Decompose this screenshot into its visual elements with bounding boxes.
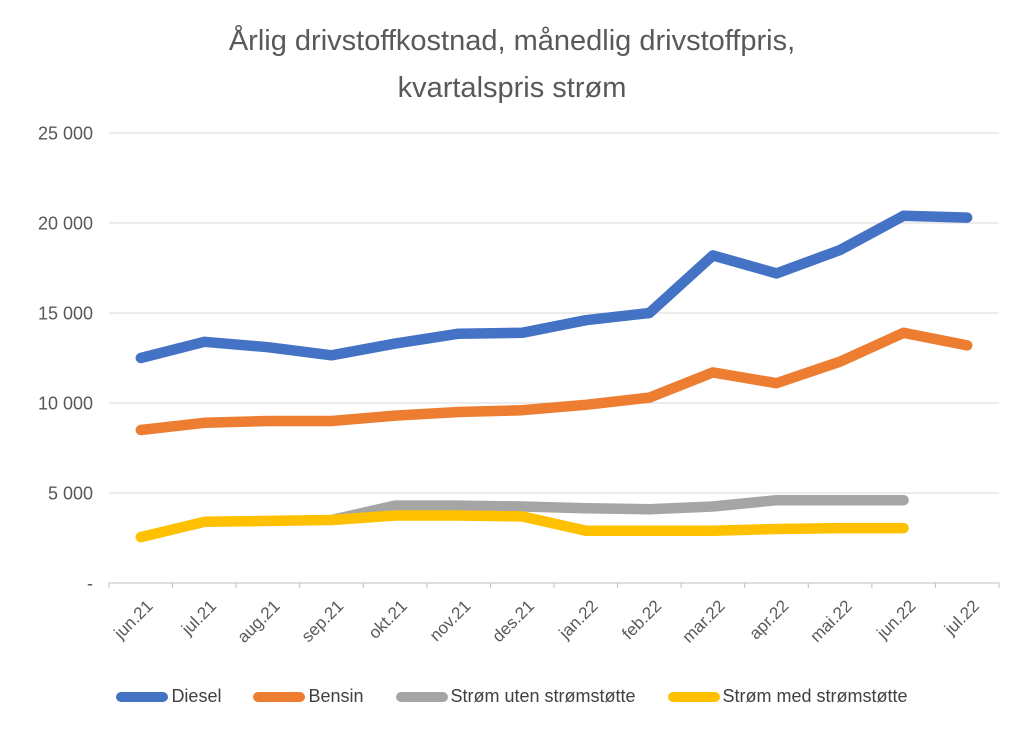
legend-swatch-str-m-uten-str-mst-tte-icon xyxy=(395,691,448,702)
series-line-str-m-med-str-mst-tte xyxy=(135,510,909,543)
legend-label-str-m-uten-str-mst-tte: Strøm uten strømstøtte xyxy=(450,686,636,706)
x-tick-label: des.21 xyxy=(489,596,539,646)
y-tick-label: 10 000 xyxy=(38,394,93,414)
x-tick-label: mai.22 xyxy=(806,596,856,646)
legend-swatch-str-m-med-str-mst-tte-icon xyxy=(667,691,720,702)
chart-title-line1: Årlig drivstoffkostnad, månedlig drivsto… xyxy=(228,25,796,57)
legend-item-str-m-uten-str-mst-tte: Strøm uten strømstøtte xyxy=(395,686,636,707)
legend-item-diesel: Diesel xyxy=(116,686,221,707)
x-tick-label: sep.21 xyxy=(298,596,348,646)
x-tick-label: nov.21 xyxy=(426,596,475,645)
x-tick-label: jul.22 xyxy=(940,596,983,639)
x-tick-label: mar.22 xyxy=(679,596,729,646)
legend-swatch-diesel-icon xyxy=(116,691,169,702)
y-tick-label: 25 000 xyxy=(38,124,93,144)
series-line-bensin xyxy=(135,327,973,436)
chart-title-line2: kvartalspris strøm xyxy=(397,72,627,104)
chart-legend: Diesel Bensin Strøm uten strømstøtte Strøm … xyxy=(0,686,1024,707)
legend-item-str-m-med-str-mst-tte: Strøm med strømstøtte xyxy=(667,686,908,707)
x-tick-label: jul.21 xyxy=(177,596,220,639)
legend-label-bensin: Bensin xyxy=(308,686,364,706)
legend-item-bensin: Bensin xyxy=(253,686,364,707)
x-tick-label: jun.22 xyxy=(873,596,920,643)
x-tick-label: apr.22 xyxy=(745,596,792,643)
y-tick-label: 5 000 xyxy=(48,484,93,504)
series-line-diesel xyxy=(135,210,973,364)
legend-swatch-bensin-icon xyxy=(253,691,306,702)
x-tick-label: okt.21 xyxy=(365,596,411,642)
x-tick-label: aug.21 xyxy=(234,596,284,646)
x-tick-label: feb.22 xyxy=(618,596,665,643)
chart-title: Årlig drivstoffkostnad, månedlig drivsto… xyxy=(0,18,1024,112)
y-tick-label: - xyxy=(87,574,93,594)
y-tick-label: 20 000 xyxy=(38,214,93,234)
legend-label-str-m-med-str-mst-tte: Strøm med strømstøtte xyxy=(722,686,908,706)
x-tick-label: jun.21 xyxy=(110,596,157,643)
legend-label-diesel: Diesel xyxy=(171,686,222,706)
series-line-str-m-uten-str-mst-tte xyxy=(326,494,909,526)
x-tick-label: jan.22 xyxy=(555,596,602,643)
y-tick-label: 15 000 xyxy=(38,304,93,324)
